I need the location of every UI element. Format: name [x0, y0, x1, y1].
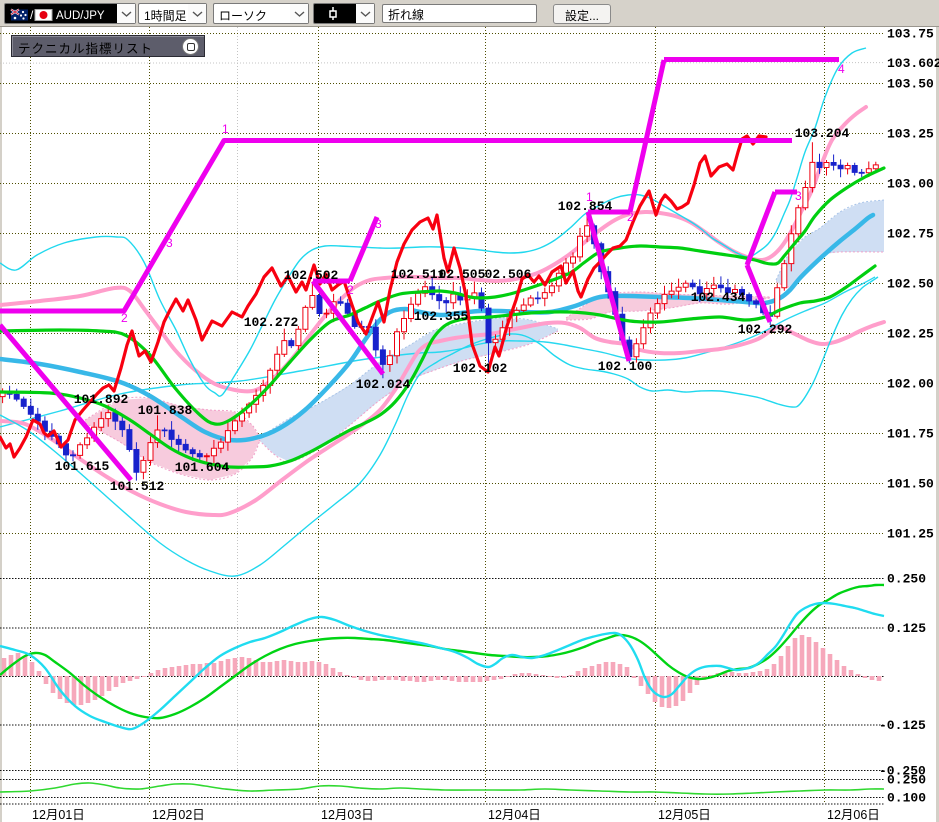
svg-text:103.75: 103.75 [887, 27, 934, 42]
svg-text:103.50: 103.50 [887, 77, 934, 92]
svg-text:1: 1 [222, 122, 229, 136]
svg-text:101.512: 101.512 [110, 479, 165, 494]
svg-text:12月01日: 12月01日 [32, 808, 85, 822]
svg-text:2: 2 [347, 283, 354, 297]
svg-text:/: / [30, 8, 34, 22]
svg-text:02.505: 02.505 [439, 267, 486, 282]
svg-text:102.854: 102.854 [558, 199, 613, 214]
svg-text:2: 2 [627, 210, 634, 224]
svg-text:102.25: 102.25 [887, 327, 934, 342]
svg-text:101.838: 101.838 [138, 403, 193, 418]
svg-text:12月06日: 12月06日 [827, 808, 880, 822]
svg-text:3: 3 [375, 217, 382, 231]
svg-text:103.25: 103.25 [887, 127, 934, 142]
svg-text:103.204: 103.204 [795, 126, 850, 141]
svg-text:101.615: 101.615 [55, 459, 110, 474]
svg-text:12月02日: 12月02日 [152, 808, 205, 822]
svg-text:-0.125: -0.125 [879, 718, 926, 733]
svg-text:2: 2 [121, 311, 128, 325]
svg-text:-0.250: -0.250 [879, 764, 926, 779]
svg-text:101.75: 101.75 [887, 427, 934, 442]
svg-text:102.00: 102.00 [887, 377, 934, 392]
svg-text:102.502: 102.502 [284, 268, 339, 283]
svg-text:102.511: 102.511 [391, 267, 446, 282]
svg-text:4: 4 [838, 62, 845, 76]
svg-text:12月04日: 12月04日 [488, 808, 541, 822]
svg-text:102.75: 102.75 [887, 227, 934, 242]
svg-text:3: 3 [795, 189, 802, 203]
svg-text:0.125: 0.125 [887, 621, 926, 636]
svg-text:12月03日: 12月03日 [321, 808, 374, 822]
svg-text:103.00: 103.00 [887, 177, 934, 192]
svg-text:AUD/JPY: AUD/JPY [56, 10, 105, 22]
svg-text:102.50: 102.50 [887, 277, 934, 292]
svg-text:0.100: 0.100 [887, 791, 926, 806]
svg-text:101.604: 101.604 [175, 460, 230, 475]
svg-text:101.892: 101.892 [74, 392, 129, 407]
svg-text:02.506: 02.506 [485, 267, 532, 282]
svg-text:102.024: 102.024 [356, 377, 411, 392]
svg-text:1: 1 [586, 190, 593, 204]
svg-text:3: 3 [166, 236, 173, 250]
svg-text:102.102: 102.102 [453, 361, 508, 376]
svg-text:102.272: 102.272 [244, 315, 299, 330]
svg-text:102.434: 102.434 [691, 290, 746, 305]
svg-text:101.50: 101.50 [887, 477, 934, 492]
svg-text:0.250: 0.250 [887, 773, 926, 788]
svg-text:102.355: 102.355 [414, 309, 469, 324]
svg-text:101.25: 101.25 [887, 527, 934, 542]
svg-text:102.100: 102.100 [598, 359, 653, 374]
svg-text:103.602: 103.602 [887, 56, 939, 71]
svg-text:0.250: 0.250 [887, 572, 926, 587]
svg-text:102.292: 102.292 [738, 322, 793, 337]
svg-text:12月05日: 12月05日 [658, 808, 711, 822]
